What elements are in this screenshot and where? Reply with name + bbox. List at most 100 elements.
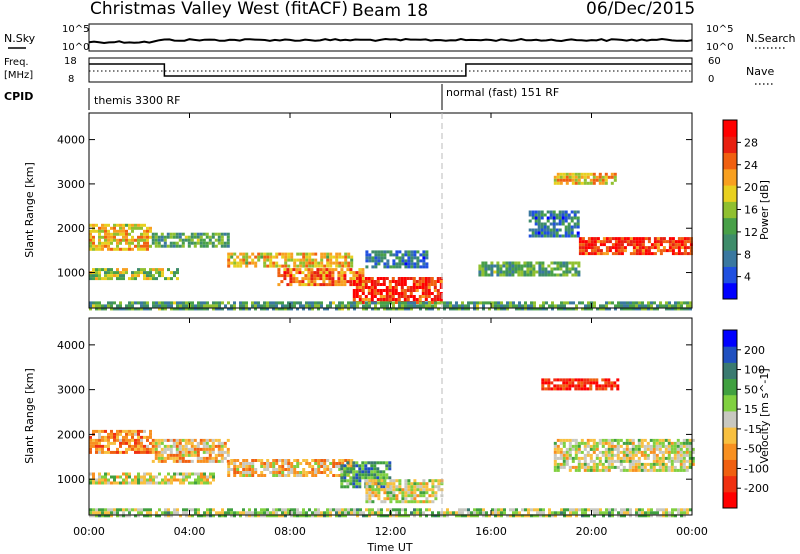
heatmap-cell-1-2 xyxy=(251,474,255,477)
heatmap-cell-0-4 xyxy=(310,274,314,278)
heatmap-cell-1-2 xyxy=(329,471,333,474)
heatmap-cell-1-1 xyxy=(190,450,194,454)
heatmap-cell-0-7 xyxy=(523,261,527,265)
heatmap-cell-1-8 xyxy=(305,514,308,518)
heatmap-cell-0-11 xyxy=(239,304,242,308)
heatmap-cell-0-10 xyxy=(567,228,571,232)
heatmap-cell-0-9 xyxy=(638,237,642,241)
heatmap-cell-1-8 xyxy=(185,511,188,515)
heatmap-cell-0-8 xyxy=(580,181,584,185)
heatmap-cell-1-1 xyxy=(169,438,173,442)
heatmap-cell-0-9 xyxy=(593,252,597,256)
heatmap-cell-0-4 xyxy=(289,283,293,287)
heatmap-cell-1-1 xyxy=(211,459,215,463)
heatmap-cell-0-9 xyxy=(638,240,642,244)
heatmap-cell-0-5 xyxy=(430,283,434,286)
heatmap-cell-1-5 xyxy=(416,485,420,489)
colorbar-swatch xyxy=(723,443,737,460)
heatmap-cell-1-2 xyxy=(308,465,312,468)
heatmap-cell-1-8 xyxy=(467,514,470,518)
heatmap-cell-0-9 xyxy=(581,249,585,253)
heatmap-cell-0-11 xyxy=(275,307,278,311)
heatmap-cell-0-8 xyxy=(562,178,566,182)
heatmap-cell-0-11 xyxy=(317,307,320,311)
heatmap-cell-1-8 xyxy=(113,511,116,515)
heatmap-cell-1-8 xyxy=(620,511,623,515)
heatmap-cell-0-9 xyxy=(647,240,651,244)
heatmap-cell-1-8 xyxy=(146,508,149,512)
heatmap-cell-0-2 xyxy=(293,258,297,262)
heatmap-cell-1-6 xyxy=(688,456,692,460)
heatmap-cell-1-5 xyxy=(383,491,387,495)
heatmap-cell-1-0 xyxy=(116,438,119,442)
heatmap-cell-0-7 xyxy=(511,270,515,274)
heatmap-cell-0-11 xyxy=(158,304,161,308)
heatmap-cell-0-1 xyxy=(193,241,197,245)
heatmap-cell-0-8 xyxy=(577,181,581,185)
heatmap-cell-0-0 xyxy=(95,247,98,251)
heatmap-cell-0-7 xyxy=(568,267,572,271)
heatmap-cell-1-4 xyxy=(167,481,170,485)
heatmap-cell-0-8 xyxy=(559,181,563,185)
heatmap-cell-0-10 xyxy=(558,222,562,226)
heatmap-cell-0-9 xyxy=(590,243,594,247)
heatmap-cell-0-1 xyxy=(196,232,200,236)
heatmap-cell-1-4 xyxy=(206,478,209,482)
heatmap-cell-0-4 xyxy=(283,271,287,275)
heatmap-cell-1-8 xyxy=(563,511,566,515)
heatmap-cell-0-11 xyxy=(650,307,653,311)
heatmap-cell-0-11 xyxy=(185,307,188,311)
heatmap-cell-0-11 xyxy=(674,307,677,311)
heatmap-cell-1-1 xyxy=(190,438,194,442)
heatmap-cell-1-4 xyxy=(161,478,164,482)
heatmap-cell-0-3 xyxy=(104,277,107,281)
heatmap-cell-0-6 xyxy=(386,262,390,266)
heatmap-cell-1-2 xyxy=(245,471,249,474)
heatmap-cell-1-6 xyxy=(652,462,656,466)
heatmap-cell-1-0 xyxy=(113,435,116,439)
heatmap-cell-1-2 xyxy=(326,465,330,468)
heatmap-cell-0-10 xyxy=(576,225,580,229)
heatmap-cell-1-8 xyxy=(500,511,503,515)
heatmap-cell-0-2 xyxy=(320,252,324,256)
freq-panel-frame xyxy=(88,57,693,83)
heatmap-cell-1-3 xyxy=(364,473,368,477)
heatmap-cell-0-4 xyxy=(337,271,341,275)
heatmap-cell-0-8 xyxy=(601,175,605,179)
heatmap-cell-1-4 xyxy=(191,481,194,485)
heatmap-cell-0-1 xyxy=(154,244,158,248)
heatmap-cell-0-4 xyxy=(334,283,338,287)
heatmap-cell-1-6 xyxy=(688,459,692,463)
heatmap-cell-1-1 xyxy=(202,441,206,445)
heatmap-cell-1-2 xyxy=(296,474,300,477)
heatmap-cell-0-2 xyxy=(281,252,285,256)
heatmap-cell-1-3 xyxy=(352,461,356,465)
heatmap-cell-1-6 xyxy=(589,447,593,451)
heatmap-cell-1-2 xyxy=(317,465,321,468)
heatmap-cell-0-9 xyxy=(620,249,624,253)
heatmap-cell-0-10 xyxy=(552,213,556,217)
heatmap-cell-1-6 xyxy=(577,456,581,460)
heatmap-cell-1-8 xyxy=(209,508,212,512)
heatmap-cell-1-8 xyxy=(581,511,584,515)
heatmap-cell-0-0 xyxy=(125,235,128,239)
heatmap-cell-1-8 xyxy=(416,508,419,512)
heatmap-cell-1-1 xyxy=(166,456,170,460)
heatmap-cell-1-5 xyxy=(413,494,417,498)
heatmap-cell-1-8 xyxy=(128,508,131,512)
power-panel-frame xyxy=(88,112,693,309)
heatmap-cell-0-1 xyxy=(190,235,194,239)
heatmap-cell-0-5 xyxy=(358,286,362,289)
heatmap-cell-1-2 xyxy=(260,471,264,474)
heatmap-cell-0-4 xyxy=(322,274,326,278)
heatmap-cell-0-11 xyxy=(668,301,671,305)
heatmap-cell-0-11 xyxy=(296,307,299,311)
heatmap-cell-1-6 xyxy=(673,465,677,469)
heatmap-cell-0-10 xyxy=(531,213,535,217)
heatmap-cell-1-2 xyxy=(275,471,279,474)
heatmap-cell-1-8 xyxy=(404,514,407,518)
heatmap-cell-0-11 xyxy=(221,301,224,305)
heatmap-cell-0-9 xyxy=(599,252,603,256)
heatmap-cell-0-11 xyxy=(512,301,515,305)
heatmap-cell-1-6 xyxy=(592,465,596,469)
